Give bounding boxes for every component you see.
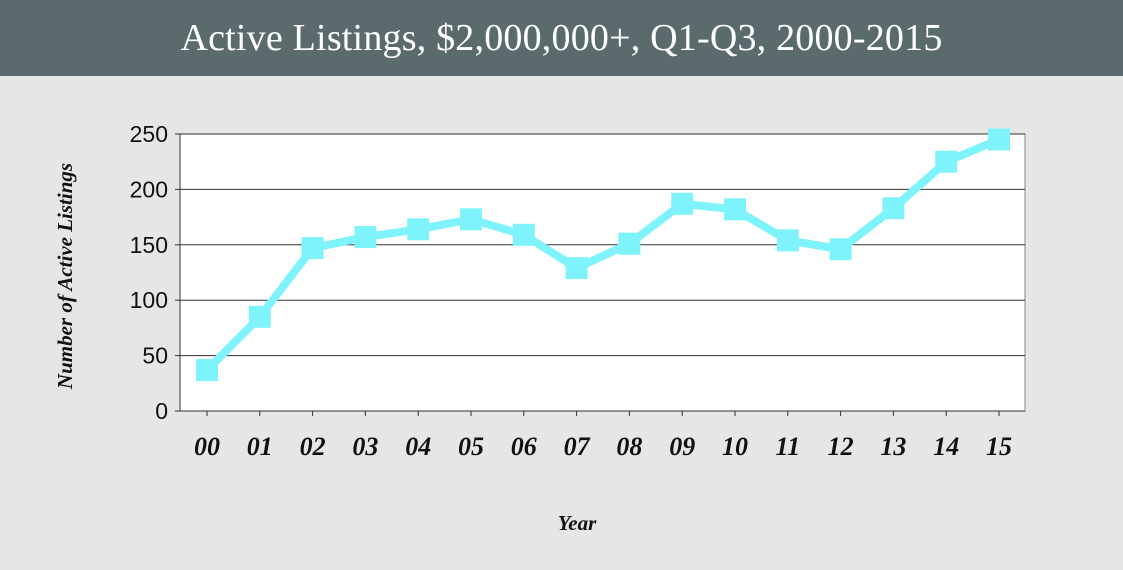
title-bar: Active Listings, $2,000,000+, Q1-Q3, 200…	[0, 0, 1123, 76]
x-tick-labels: 00 01 02 03 04 05 06 07 08 09 10 11 12 13 14 15	[194, 432, 1012, 461]
x-tick-label: 04	[405, 432, 431, 461]
data-point-marker	[724, 198, 746, 221]
x-tick-label: 01	[247, 432, 273, 461]
y-tick-label: 0	[155, 398, 168, 424]
x-tick-label: 03	[352, 432, 378, 461]
x-tick-label: 13	[880, 432, 906, 461]
data-point-marker	[882, 197, 905, 220]
y-tick-label: 150	[130, 232, 168, 258]
x-tick-label: 12	[828, 432, 854, 461]
series-line	[203, 135, 1003, 375]
y-tick-labels: 0 50 100 150 200 250	[130, 121, 168, 424]
data-point-marker	[671, 192, 694, 215]
x-tick-label: 02	[300, 432, 326, 461]
y-tick-label: 250	[130, 121, 168, 147]
series-markers	[196, 128, 1010, 382]
x-tick-label: 05	[458, 432, 484, 461]
data-point-marker	[354, 226, 377, 249]
data-point-marker	[565, 257, 588, 280]
x-tick-label: 06	[511, 432, 537, 461]
data-point-marker	[460, 208, 482, 231]
y-axis-title: Number of Active Listings	[53, 163, 77, 390]
x-tick-label: 11	[776, 432, 801, 461]
data-point-marker	[776, 229, 799, 252]
series-line-path	[203, 135, 1003, 375]
data-point-marker	[248, 305, 271, 328]
y-tick-label: 200	[130, 176, 168, 202]
y-tick-label: 100	[130, 287, 168, 313]
y-tick-label: 50	[142, 343, 168, 369]
axes	[175, 133, 1025, 416]
x-tick-label: 00	[194, 432, 220, 461]
data-point-marker	[301, 237, 324, 260]
plot-area	[179, 133, 1026, 412]
x-tick-label: 15	[986, 432, 1012, 461]
x-tick-label: 10	[722, 432, 748, 461]
x-tick-label: 09	[669, 432, 695, 461]
data-point-marker	[407, 218, 430, 241]
data-point-marker	[618, 232, 641, 255]
data-point-marker	[512, 223, 535, 246]
data-point-marker	[935, 150, 958, 173]
data-point-marker	[829, 238, 852, 261]
x-tick-label: 07	[564, 432, 591, 461]
chart-title: Active Listings, $2,000,000+, Q1-Q3, 200…	[180, 17, 943, 59]
data-point-marker	[196, 359, 218, 382]
gridlines	[180, 133, 1025, 357]
x-axis-title: Year	[558, 511, 597, 535]
x-tick-label: 08	[616, 432, 642, 461]
data-point-marker	[988, 128, 1010, 151]
x-tick-label: 14	[933, 432, 959, 461]
